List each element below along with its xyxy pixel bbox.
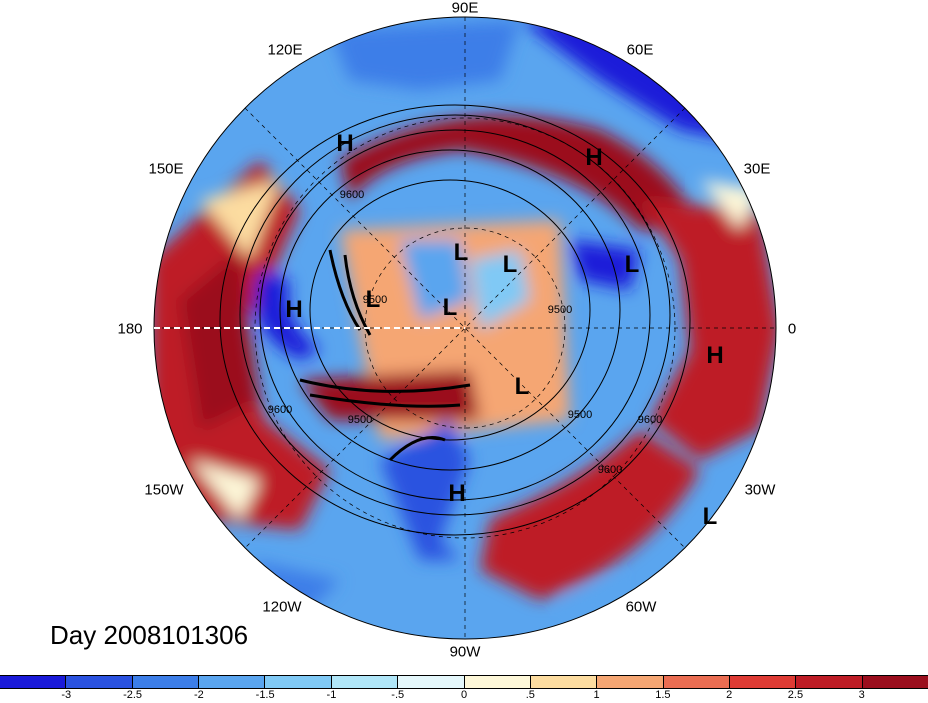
colorbar-labels: -3 -2.5 -2 -1.5 -1 -.5 0 .5 1 1.5 2 2.5 3 xyxy=(0,689,928,703)
lon-label-0: 0 xyxy=(787,320,797,338)
high-pressure-label: H xyxy=(285,296,303,323)
contour-label: 9600 xyxy=(267,404,293,416)
high-pressure-label: H xyxy=(448,480,466,507)
low-pressure-label: L xyxy=(453,239,469,266)
lon-label-180: 180 xyxy=(117,320,143,338)
contour-label: 9500 xyxy=(362,294,388,306)
colorbar-tick-label: -1 xyxy=(326,689,337,701)
lon-label-150w: 150W xyxy=(144,481,184,499)
colorbar-segment xyxy=(464,676,531,688)
colorbar-tick-label: -2.5 xyxy=(123,689,143,701)
lon-label-60e: 60E xyxy=(626,41,654,59)
colorbar-segment xyxy=(663,676,730,688)
colorbar-segment xyxy=(132,676,200,688)
colorbar-tick-label: -2 xyxy=(193,689,204,701)
colorbar-tick-label: 1.5 xyxy=(655,689,671,701)
colorbar-segment xyxy=(530,676,598,688)
lon-label-60w: 60W xyxy=(625,598,657,616)
colorbar-segment xyxy=(862,676,928,688)
colorbar-tick-label: .5 xyxy=(525,689,535,701)
lon-label-30w: 30W xyxy=(744,481,776,499)
contour-label: 9500 xyxy=(567,409,593,421)
contour-label: 9600 xyxy=(339,189,365,201)
lon-label-150e: 150E xyxy=(148,160,184,178)
lon-label-30e: 30E xyxy=(743,160,771,178)
low-pressure-label: L xyxy=(514,373,530,400)
high-pressure-label: H xyxy=(336,130,354,157)
lon-label-120e: 120E xyxy=(267,41,303,59)
colorbar-segment xyxy=(199,676,266,688)
contour-label: 9500 xyxy=(547,304,573,316)
colorbar-tick-label: 3 xyxy=(858,689,865,701)
colorbar-tick-label: -.5 xyxy=(391,689,405,701)
colorbar-segment xyxy=(597,676,664,688)
anomaly-field xyxy=(154,17,776,639)
colorbar-tick-label: 2.5 xyxy=(787,689,804,701)
contour-label: 9600 xyxy=(597,464,623,476)
contour-label: 9600 xyxy=(637,414,663,426)
colorbar-segment xyxy=(0,676,67,688)
low-pressure-label: L xyxy=(702,503,718,530)
low-pressure-label: L xyxy=(502,251,518,278)
colorbar xyxy=(0,675,928,689)
low-pressure-label: L xyxy=(624,251,640,278)
colorbar-segment xyxy=(265,676,332,688)
lon-label-90e: 90E xyxy=(451,0,479,17)
high-pressure-label: H xyxy=(585,144,603,171)
low-pressure-label: L xyxy=(442,294,458,321)
low-pressure-label: L xyxy=(365,286,381,313)
colorbar-segment xyxy=(331,676,399,688)
colorbar-segment xyxy=(796,676,863,688)
colorbar-tick-label: 2 xyxy=(726,689,733,701)
colorbar-segment xyxy=(729,676,797,688)
colorbar-segment xyxy=(398,676,465,688)
lon-label-90w: 90W xyxy=(449,643,481,661)
lon-label-120w: 120W xyxy=(262,598,302,616)
contour-label: 9500 xyxy=(347,414,373,426)
colorbar-tick-label: -3 xyxy=(61,689,72,701)
high-pressure-label: H xyxy=(706,342,724,369)
colorbar-tick-label: 1 xyxy=(593,689,600,701)
colorbar-segment xyxy=(66,676,133,688)
colorbar-tick-label: -1.5 xyxy=(255,689,275,701)
map-title: Day 2008101306 xyxy=(50,620,249,650)
colorbar-tick-label: 0 xyxy=(460,689,468,701)
